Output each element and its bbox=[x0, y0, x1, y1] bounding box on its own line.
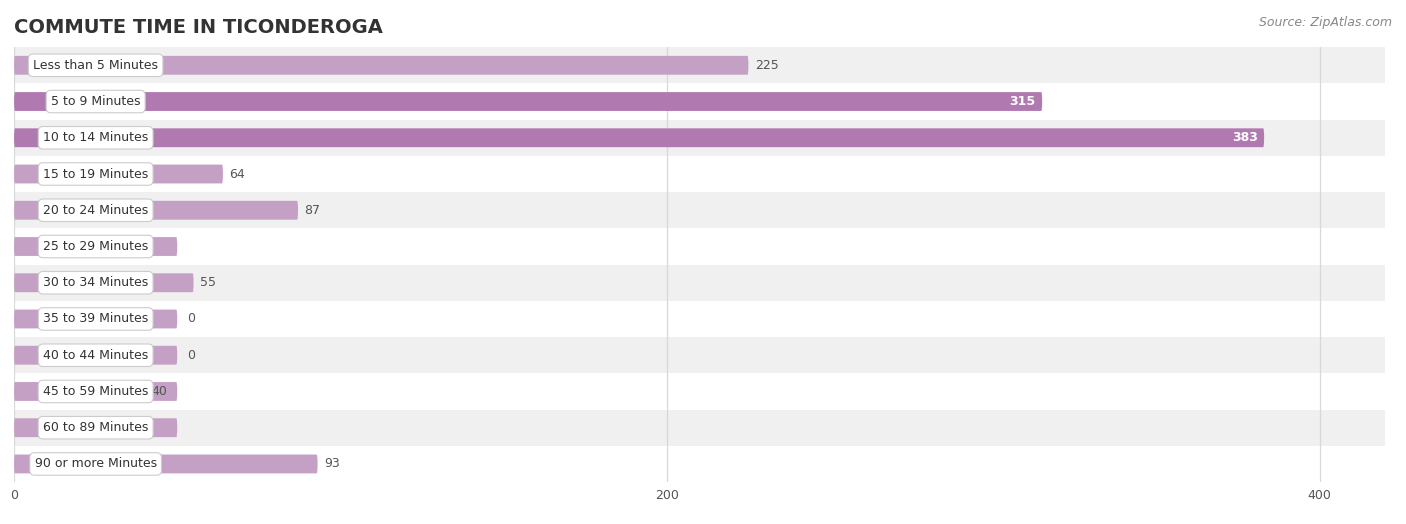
Text: 45 to 59 Minutes: 45 to 59 Minutes bbox=[44, 385, 149, 398]
Text: 90 or more Minutes: 90 or more Minutes bbox=[35, 457, 156, 471]
Text: 10 to 14 Minutes: 10 to 14 Minutes bbox=[44, 132, 148, 144]
Bar bbox=[14, 47, 1385, 83]
Text: 35 to 39 Minutes: 35 to 39 Minutes bbox=[44, 312, 148, 325]
Bar bbox=[14, 410, 1385, 446]
Bar bbox=[14, 337, 1385, 373]
Text: 60 to 89 Minutes: 60 to 89 Minutes bbox=[44, 421, 149, 434]
Bar bbox=[14, 192, 1385, 228]
Text: 383: 383 bbox=[1232, 132, 1257, 144]
Text: 0: 0 bbox=[187, 312, 195, 325]
Bar bbox=[14, 156, 1385, 192]
Bar bbox=[14, 119, 1385, 156]
Text: 315: 315 bbox=[1010, 95, 1036, 108]
Text: 55: 55 bbox=[200, 276, 217, 289]
Text: 225: 225 bbox=[755, 59, 779, 72]
Text: 0: 0 bbox=[187, 349, 195, 362]
FancyBboxPatch shape bbox=[14, 201, 298, 220]
FancyBboxPatch shape bbox=[14, 128, 1264, 147]
Text: Source: ZipAtlas.com: Source: ZipAtlas.com bbox=[1258, 16, 1392, 29]
Text: 40: 40 bbox=[152, 385, 167, 398]
Text: 40 to 44 Minutes: 40 to 44 Minutes bbox=[44, 349, 148, 362]
Text: 5 to 9 Minutes: 5 to 9 Minutes bbox=[51, 95, 141, 108]
Bar bbox=[14, 83, 1385, 119]
Text: 30 to 34 Minutes: 30 to 34 Minutes bbox=[44, 276, 148, 289]
FancyBboxPatch shape bbox=[14, 92, 1042, 111]
FancyBboxPatch shape bbox=[14, 418, 177, 437]
Text: 10: 10 bbox=[53, 421, 69, 434]
Bar bbox=[14, 301, 1385, 337]
FancyBboxPatch shape bbox=[14, 165, 224, 183]
FancyBboxPatch shape bbox=[14, 454, 318, 473]
Text: 87: 87 bbox=[305, 204, 321, 217]
Text: COMMUTE TIME IN TICONDEROGA: COMMUTE TIME IN TICONDEROGA bbox=[14, 18, 382, 37]
FancyBboxPatch shape bbox=[14, 274, 194, 292]
Text: 25 to 29 Minutes: 25 to 29 Minutes bbox=[44, 240, 148, 253]
Bar bbox=[14, 228, 1385, 265]
Text: 28: 28 bbox=[112, 240, 128, 253]
FancyBboxPatch shape bbox=[14, 382, 177, 401]
Bar bbox=[14, 265, 1385, 301]
Text: 15 to 19 Minutes: 15 to 19 Minutes bbox=[44, 168, 148, 180]
Text: 20 to 24 Minutes: 20 to 24 Minutes bbox=[44, 204, 148, 217]
FancyBboxPatch shape bbox=[14, 237, 177, 256]
FancyBboxPatch shape bbox=[14, 346, 177, 365]
FancyBboxPatch shape bbox=[14, 310, 177, 329]
Text: 64: 64 bbox=[229, 168, 245, 180]
Bar bbox=[14, 373, 1385, 410]
Text: Less than 5 Minutes: Less than 5 Minutes bbox=[34, 59, 157, 72]
Bar bbox=[14, 446, 1385, 482]
FancyBboxPatch shape bbox=[14, 56, 748, 75]
Text: 93: 93 bbox=[325, 457, 340, 471]
